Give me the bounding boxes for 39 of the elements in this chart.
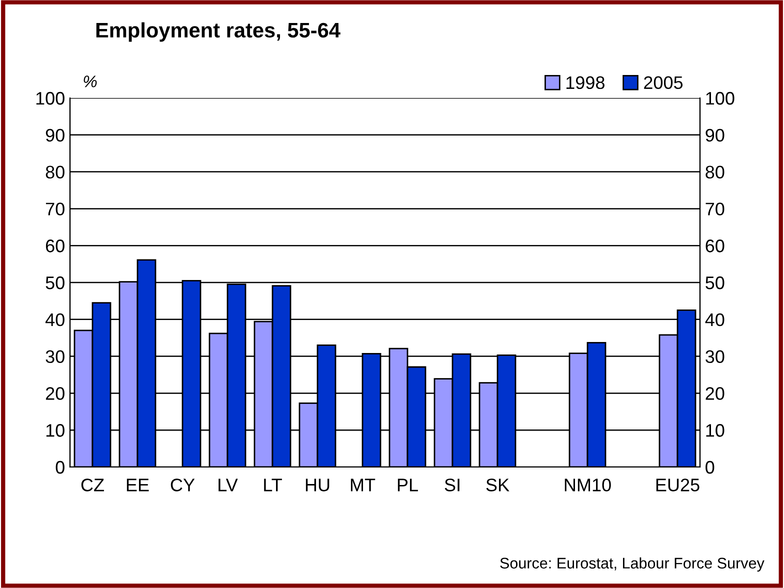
y2-tick-label: 30 [706,350,724,364]
y2-tick-label: 40 [705,313,724,326]
y-tick-label: 20 [46,387,64,400]
y2-tick-label: 100 [706,92,734,105]
y-tick-label: 10 [46,424,64,437]
x-tick-label: SI [444,478,460,492]
y-tick-label: 70 [46,202,64,216]
y2-tick-label: 10 [706,424,724,437]
y2-tick-label: 80 [706,166,724,179]
x-tick-label: EU25 [656,478,700,492]
y2-tick-label: 20 [706,387,724,400]
legend-label: 2005 [644,76,683,90]
x-tick-label: SK [486,478,510,492]
chart-title: Employment rates, 55-64 [96,22,340,42]
y-tick-label: 40 [45,313,64,326]
x-tick-label: HU [306,478,330,492]
y2-tick-label: 70 [706,202,724,216]
y2-tick-label: 0 [706,460,714,474]
x-tick-label: NM10 [564,478,611,492]
legend-label: 1998 [566,76,604,90]
x-tick-label: MT [350,478,376,492]
x-tick-label: CY [170,478,195,492]
x-tick-label: LT [264,478,282,492]
y-tick-label: 100 [36,92,64,105]
y-tick-label: 30 [46,350,64,364]
x-tick-label: PL [398,478,418,492]
y2-tick-label: 90 [706,128,724,142]
y-tick-label: 60 [46,240,64,252]
y-tick-label: 80 [46,166,64,179]
x-tick-label: CZ [81,478,104,492]
y-tick-label: 90 [46,128,64,142]
y-tick-label: 0 [56,460,64,474]
y-tick-label: 50 [46,276,64,290]
x-tick-label: EE [126,478,149,492]
y2-tick-label: 50 [706,276,724,290]
y2-tick-label: 60 [706,240,724,252]
y-axis-title: % [84,76,97,88]
x-tick-label: LV [218,478,238,492]
source-note: Source: Eurostat, Labour Force Survey [500,557,764,572]
